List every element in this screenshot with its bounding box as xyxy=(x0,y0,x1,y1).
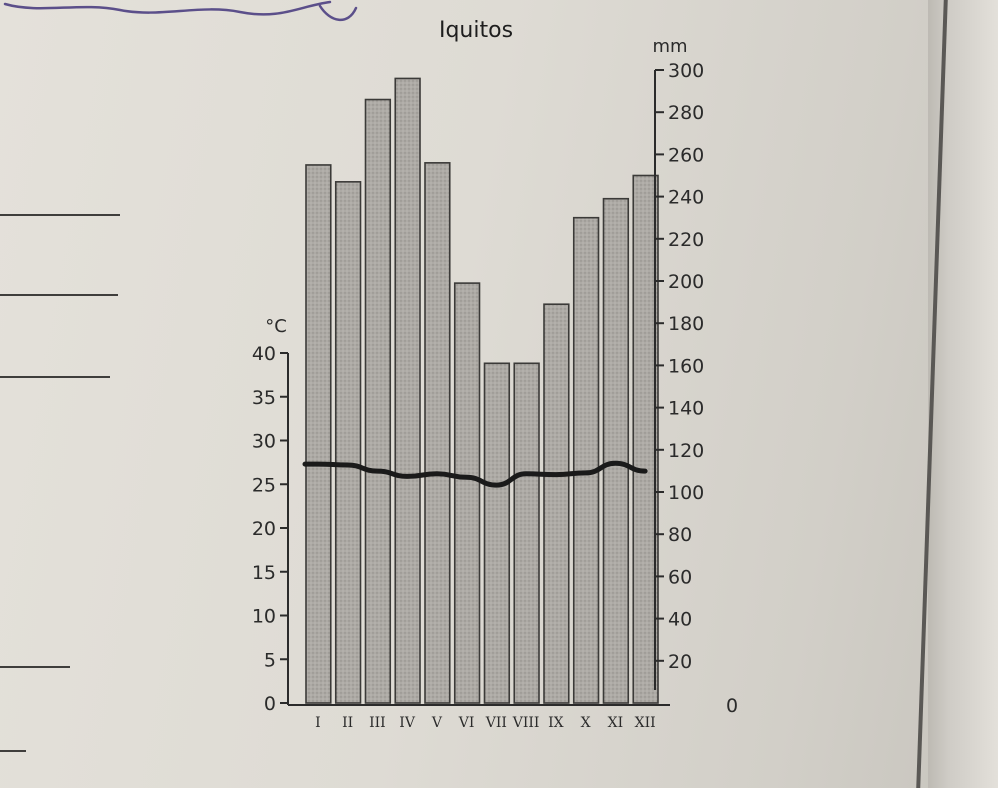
precipitation-tick-label: 140 xyxy=(668,398,704,420)
month-label: II xyxy=(342,715,353,731)
temperature-tick-label: 30 xyxy=(252,431,276,453)
answer-line-4[interactable] xyxy=(0,666,70,668)
month-label: IV xyxy=(399,715,416,731)
temperature-tick-label: 25 xyxy=(252,474,276,496)
precipitation-bar xyxy=(543,303,570,704)
month-label: V xyxy=(431,715,443,731)
precipitation-bars xyxy=(305,77,659,704)
precipitation-tick-label: 280 xyxy=(668,102,704,124)
temperature-axis-ticks: 0 5 10 15 20 25 30 35 40 xyxy=(252,343,288,715)
temperature-tick-label: 40 xyxy=(252,343,276,365)
precipitation-tick-label: 60 xyxy=(668,566,692,588)
temperature-tick-label: 35 xyxy=(252,387,276,409)
temperature-tick-label: 20 xyxy=(252,518,276,540)
handwritten-scribble xyxy=(3,0,358,21)
month-label: VI xyxy=(458,715,475,731)
precipitation-bar xyxy=(483,362,511,704)
temperature-tick-label: 15 xyxy=(252,562,276,584)
precipitation-tick-label: 120 xyxy=(668,440,704,462)
precipitation-bar xyxy=(513,362,540,704)
answer-line-5[interactable] xyxy=(0,750,26,752)
month-label: VII xyxy=(485,715,507,731)
precipitation-bar xyxy=(453,282,481,704)
chart-title: Iquitos xyxy=(439,18,513,43)
precipitation-tick-label: 100 xyxy=(668,482,704,504)
precipitation-bar xyxy=(305,164,332,704)
precipitation-bar xyxy=(602,197,630,704)
precipitation-tick-label: 240 xyxy=(668,187,704,209)
month-labels: I II III IV V VI VII VIII IX X XI XII xyxy=(315,715,656,731)
temperature-tick-label: 10 xyxy=(252,606,276,628)
temperature-tick-label: 0 xyxy=(264,693,276,715)
temperature-tick-label: 5 xyxy=(264,649,276,671)
month-label: X xyxy=(581,715,591,731)
precipitation-bar xyxy=(334,181,362,704)
precipitation-axis-ticks: 0 20 40 60 80 100 120 140 160 180 200 220 240 260 280 3… xyxy=(655,60,738,717)
answer-line-2[interactable] xyxy=(0,294,118,296)
precipitation-tick-label: 40 xyxy=(668,609,692,631)
precipitation-tick-label: 180 xyxy=(668,313,704,335)
precipitation-bar xyxy=(572,216,600,704)
answer-line-1[interactable] xyxy=(0,214,120,216)
month-label: VIII xyxy=(512,715,540,731)
precipitation-tick-label: 260 xyxy=(668,144,704,166)
precipitation-tick-label: 20 xyxy=(668,651,692,673)
precipitation-bar xyxy=(364,98,392,704)
precipitation-tick-label: 300 xyxy=(668,60,704,82)
answer-line-3[interactable] xyxy=(0,376,110,378)
precipitation-tick-label: 0 xyxy=(726,695,738,717)
month-label: III xyxy=(369,715,386,731)
right-axis-unit: mm xyxy=(652,36,687,57)
left-axis-unit: °C xyxy=(265,316,287,337)
precipitation-bar xyxy=(632,174,659,704)
month-label: XII xyxy=(635,715,656,731)
month-label: I xyxy=(315,715,321,731)
precipitation-tick-label: 220 xyxy=(668,229,704,251)
month-label: XI xyxy=(608,715,624,731)
precipitation-tick-label: 80 xyxy=(668,524,692,546)
temperature-line xyxy=(302,460,648,488)
precipitation-bar xyxy=(394,77,421,704)
precipitation-bar xyxy=(424,162,451,704)
precipitation-tick-label: 160 xyxy=(668,355,704,377)
month-label: IX xyxy=(548,715,564,731)
precipitation-tick-label: 200 xyxy=(668,271,704,293)
